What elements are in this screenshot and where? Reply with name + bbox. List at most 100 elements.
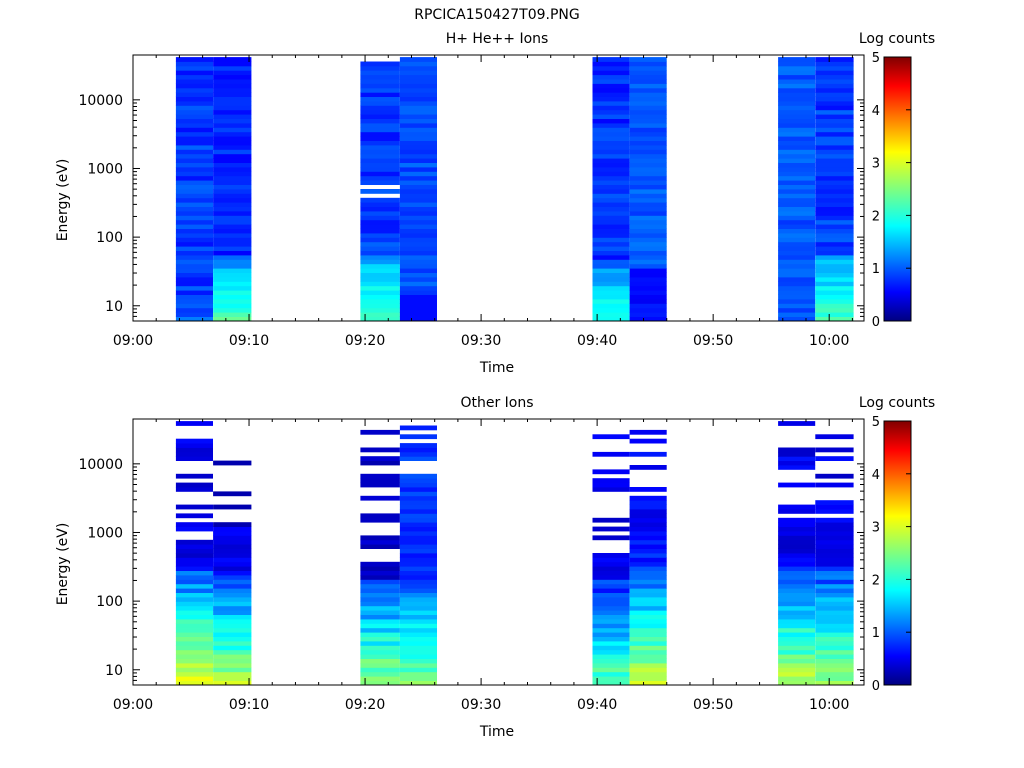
- energy-bin: [399, 74, 437, 80]
- energy-bin: [399, 277, 437, 282]
- energy-bin: [360, 272, 400, 278]
- energy-bin: [629, 65, 667, 71]
- energy-bin: [592, 268, 630, 273]
- energy-bin: [815, 145, 854, 150]
- energy-bin: [175, 65, 213, 71]
- energy-bin: [815, 228, 854, 234]
- energy-bin: [629, 312, 667, 317]
- energy-bin: [629, 149, 667, 155]
- energy-bin: [592, 180, 630, 185]
- energy-bin: [213, 87, 252, 93]
- energy-bin: [592, 241, 630, 247]
- energy-bin: [360, 259, 400, 265]
- energy-bin: [815, 246, 854, 251]
- energy-bin: [629, 140, 667, 146]
- energy-bin: [815, 189, 854, 194]
- energy-bin: [360, 263, 400, 269]
- energy-bin: [778, 57, 816, 62]
- energy-bin: [815, 473, 854, 479]
- energy-bin: [213, 299, 252, 304]
- energy-bin: [360, 101, 400, 106]
- energy-bin: [629, 513, 667, 519]
- energy-bin: [175, 83, 213, 89]
- energy-bin: [175, 601, 213, 607]
- energy-bin: [399, 224, 437, 229]
- energy-bin: [592, 627, 630, 633]
- energy-bin: [629, 526, 667, 532]
- energy-bin: [175, 443, 213, 448]
- energy-bin: [399, 447, 437, 453]
- energy-bin: [399, 237, 437, 243]
- energy-bin: [399, 57, 437, 62]
- energy-bin: [360, 632, 400, 637]
- energy-bin: [399, 557, 437, 563]
- energy-bin: [629, 614, 667, 620]
- energy-bin: [815, 299, 854, 304]
- spectrogram-block: [213, 460, 252, 686]
- energy-bin: [778, 627, 816, 633]
- energy-bin: [778, 671, 816, 677]
- energy-bin: [592, 641, 630, 646]
- panel-1-xlabel: Time: [479, 360, 514, 376]
- energy-bin: [629, 583, 667, 589]
- energy-bin: [213, 658, 252, 664]
- energy-bin: [175, 663, 213, 668]
- energy-bin: [175, 627, 213, 633]
- energy-bin: [629, 588, 667, 593]
- energy-bin: [815, 539, 854, 545]
- panel-1-colorbar: [883, 56, 912, 322]
- panel-1-plot-frame: [132, 54, 865, 322]
- energy-bin: [592, 575, 630, 580]
- x-tick-label: 09:10: [229, 697, 269, 713]
- energy-bin: [815, 307, 854, 313]
- y-tick-label: 100: [96, 230, 123, 246]
- energy-bin: [213, 531, 252, 536]
- energy-bin: [360, 197, 400, 203]
- energy-bin: [778, 158, 816, 163]
- energy-bin: [213, 535, 252, 541]
- energy-bin: [592, 61, 630, 67]
- x-tick-label: 10:00: [809, 697, 849, 713]
- energy-bin: [592, 224, 630, 229]
- energy-bin: [360, 579, 400, 585]
- energy-bin: [778, 149, 816, 155]
- energy-bin: [815, 158, 854, 163]
- energy-bin: [629, 429, 667, 435]
- energy-bin: [213, 65, 252, 71]
- energy-bin: [175, 96, 213, 102]
- energy-bin: [778, 215, 816, 221]
- spectrogram-block: [175, 421, 213, 686]
- energy-bin: [175, 233, 213, 238]
- energy-bin: [213, 145, 252, 150]
- energy-bin: [213, 136, 252, 141]
- energy-bin: [592, 237, 630, 243]
- energy-bin: [778, 531, 816, 536]
- energy-bin: [399, 246, 437, 251]
- energy-bin: [778, 544, 816, 549]
- energy-bin: [399, 495, 437, 501]
- energy-bin: [629, 290, 667, 295]
- energy-bin: [213, 250, 252, 256]
- energy-bin: [360, 175, 400, 181]
- energy-bin: [629, 158, 667, 163]
- energy-bin: [360, 281, 400, 287]
- energy-bin: [815, 597, 854, 602]
- energy-bin: [360, 153, 400, 159]
- energy-bin: [399, 202, 437, 207]
- x-tick-label: 09:40: [577, 697, 617, 713]
- energy-bin: [815, 605, 854, 611]
- energy-bin: [360, 592, 400, 598]
- energy-bin: [592, 649, 630, 655]
- energy-bin: [778, 224, 816, 229]
- energy-bin: [175, 632, 213, 637]
- energy-bin: [778, 566, 816, 571]
- energy-bin: [592, 645, 630, 651]
- energy-bin: [778, 290, 816, 295]
- energy-bin: [175, 623, 213, 629]
- energy-bin: [778, 522, 816, 527]
- energy-bin: [592, 131, 630, 137]
- energy-bin: [213, 162, 252, 168]
- x-tick-label: 09:40: [577, 333, 617, 349]
- spectrogram-block: [815, 434, 854, 686]
- energy-bin: [175, 193, 213, 199]
